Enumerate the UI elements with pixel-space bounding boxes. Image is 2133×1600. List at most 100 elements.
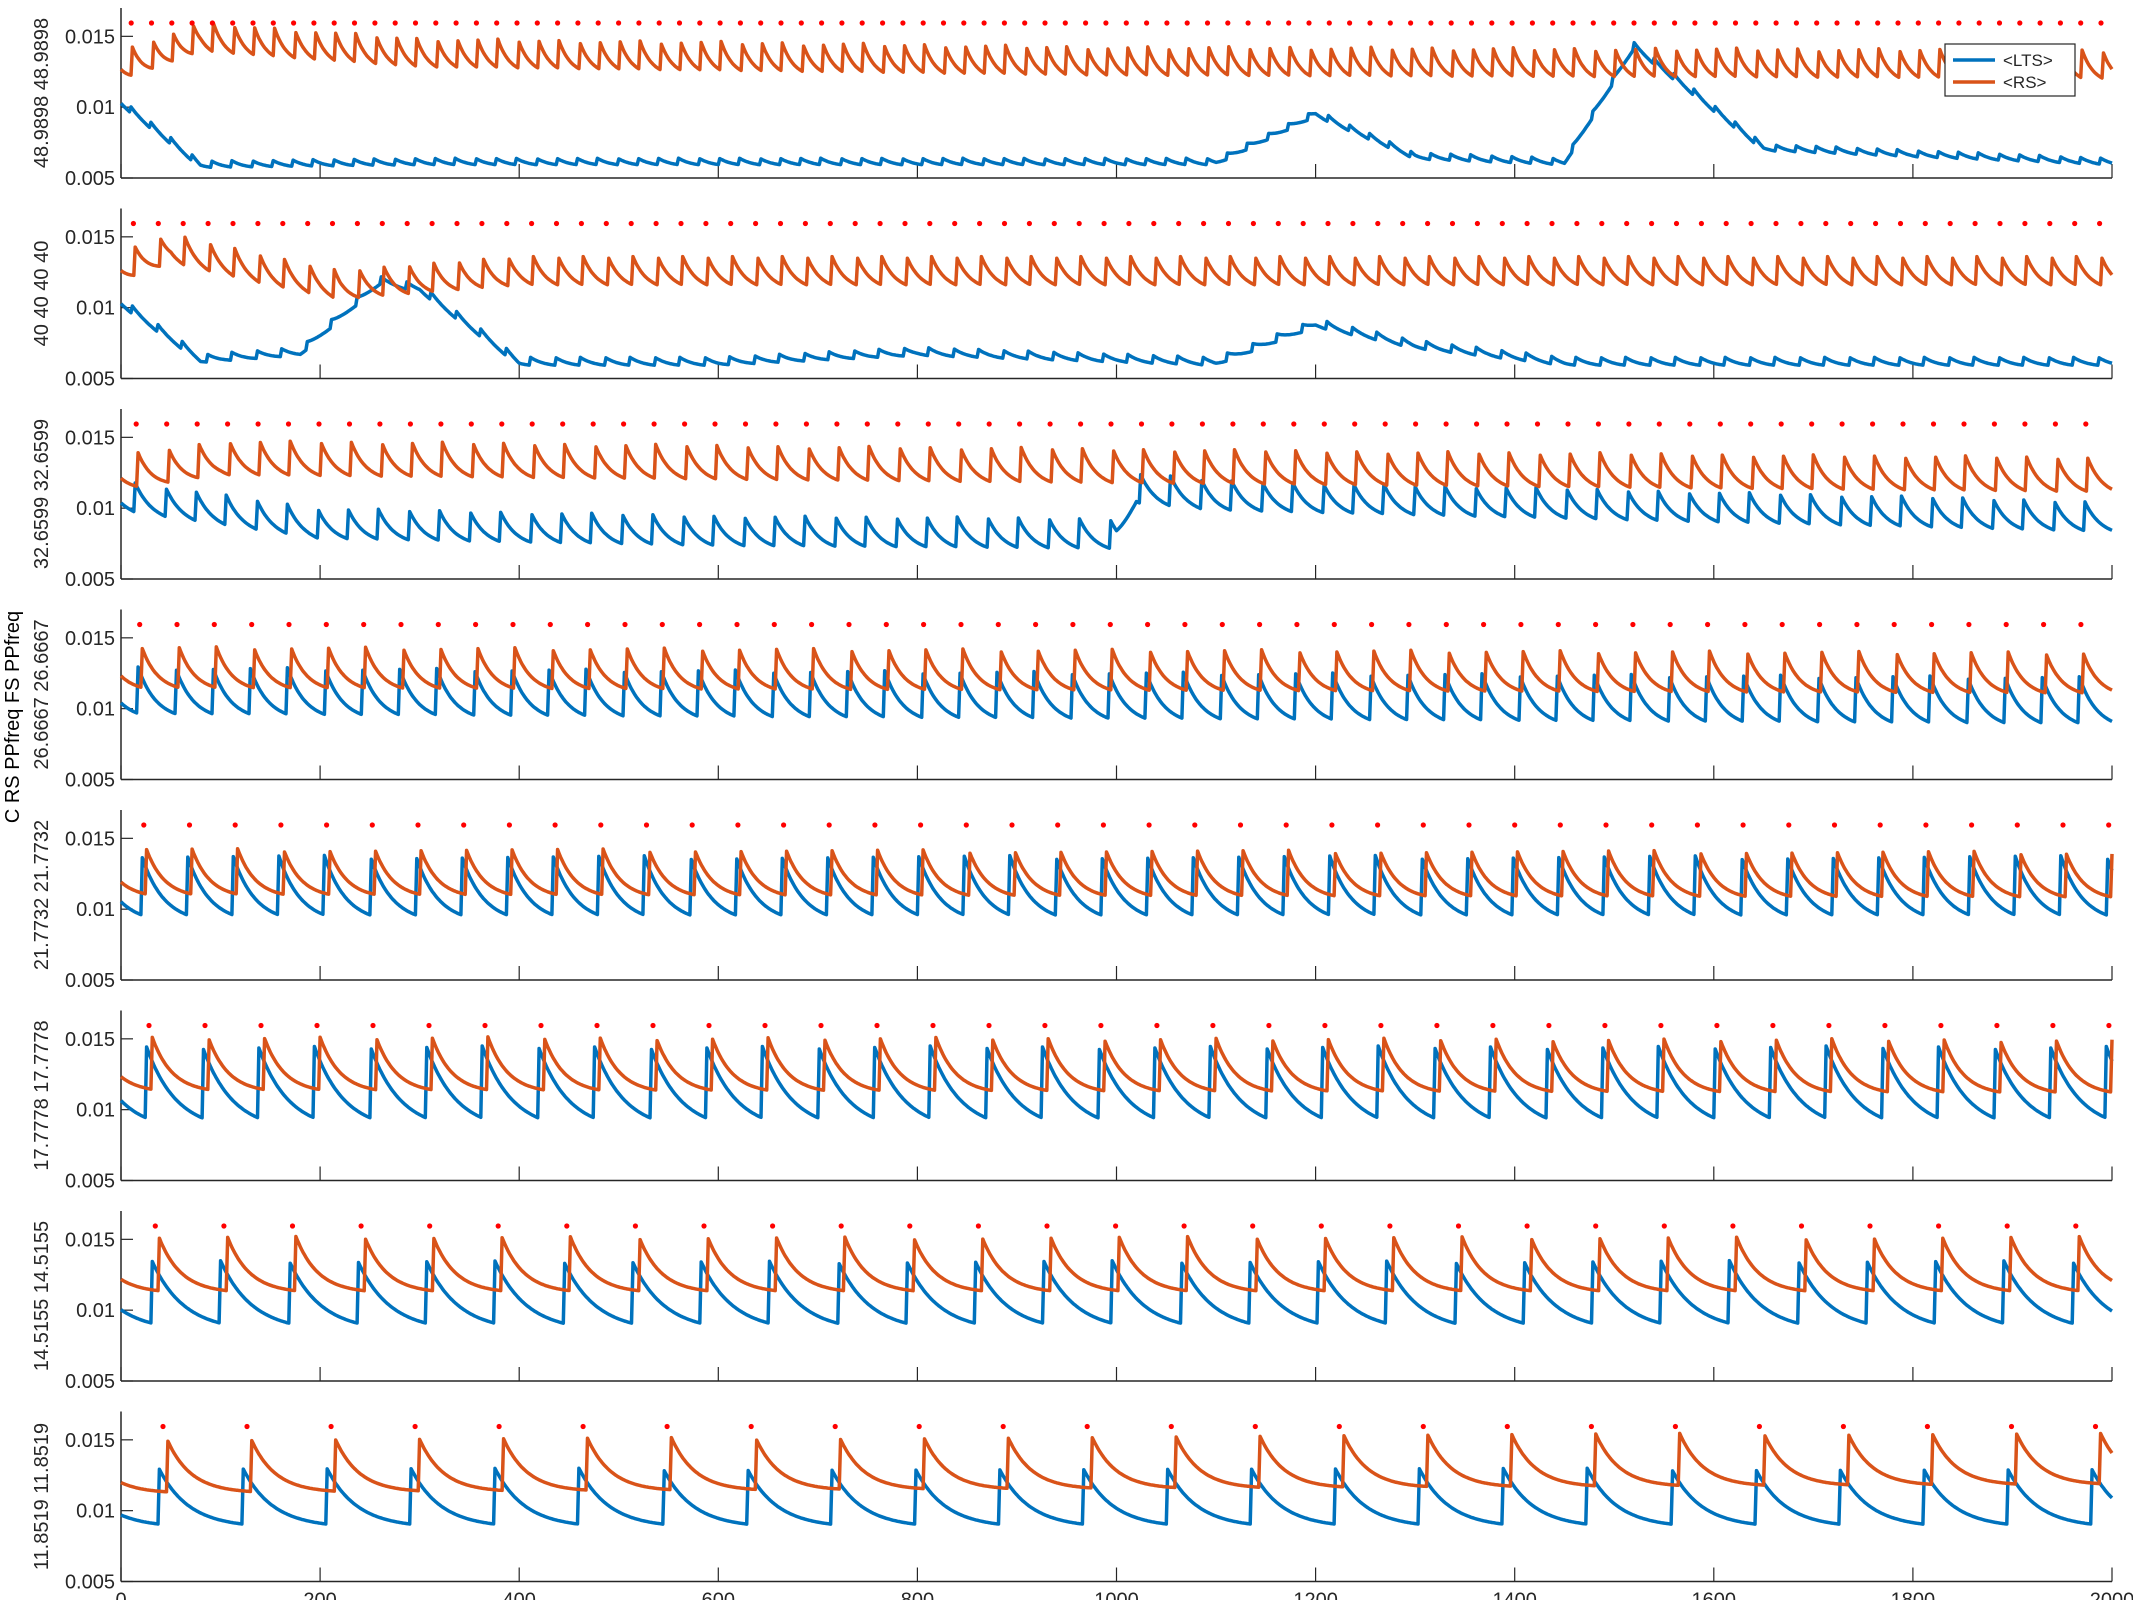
pulse-marker (1574, 220, 1580, 227)
pulse-marker (180, 220, 186, 227)
pulse-marker (2098, 20, 2104, 26)
pulse-marker (1192, 822, 1198, 828)
pulse-marker (415, 822, 421, 828)
pulse-markers (152, 1223, 2079, 1229)
pulse-marker (963, 822, 969, 828)
pulse-marker (1773, 20, 1779, 26)
series-line-rs (119, 235, 2114, 300)
pulse-marker (1930, 421, 1937, 427)
legend-box (1944, 43, 2076, 97)
pulse-marker (1915, 20, 1921, 26)
pulse-marker (1260, 421, 1266, 427)
pulse-marker (250, 20, 256, 26)
y-tick-label: 0.01 (76, 97, 115, 119)
pulse-marker (1891, 621, 1897, 628)
pulse-marker (494, 20, 500, 26)
pulse-marker (802, 220, 809, 227)
pulse-marker (133, 421, 139, 427)
pulse-marker (2073, 1223, 2079, 1229)
pulse-marker (230, 20, 236, 26)
pulse-marker (1481, 621, 1487, 628)
y-tick-label: 0.01 (76, 1501, 115, 1523)
pulse-marker (278, 822, 284, 828)
pulse-marker (351, 20, 358, 26)
pulse-marker (499, 421, 505, 427)
pulse-marker (762, 1022, 768, 1029)
pulse-marker (435, 621, 441, 628)
pulse-marker (1504, 1423, 1510, 1430)
pulse-marker (907, 1223, 913, 1229)
y-tick-label: 0.015 (65, 1029, 115, 1051)
pulse-marker (1651, 20, 1657, 26)
y-tick-label: 0.01 (76, 498, 115, 520)
pulse-marker (2050, 1022, 2056, 1029)
pulse-marker (651, 421, 657, 427)
pulse-marker (1387, 20, 1393, 26)
y-tick-label: 0.015 (65, 26, 115, 48)
y-tick-label: 0.015 (65, 628, 115, 650)
pulse-marker (354, 220, 360, 227)
pulse-marker (598, 822, 604, 828)
pulse-marker (902, 220, 908, 227)
pulse-marker (1779, 621, 1785, 628)
pulse-marker (2004, 1223, 2010, 1229)
pulse-marker (1250, 1223, 1256, 1229)
pulse-marker (1184, 20, 1190, 26)
pulse-marker (1103, 20, 1109, 26)
pulse-marker (1306, 20, 1312, 26)
x-tick-label: 1000 (1094, 1590, 1139, 1600)
panel-ylabel: 48.9898 48.9898 (31, 18, 53, 168)
panel-1: 0.005 0.01 0.015 48.9898 48.9898 (31, 8, 2114, 190)
pulse-marker (1468, 20, 1475, 26)
pulse-marker (1870, 421, 1876, 427)
pulse-marker (1489, 20, 1495, 26)
pulse-marker (1237, 822, 1244, 828)
pulse-marker (632, 1223, 639, 1229)
pulse-marker (1443, 421, 1449, 427)
pulse-marker (643, 822, 650, 828)
pulse-markers (128, 20, 2104, 26)
pulse-marker (1044, 1223, 1050, 1229)
pulse-marker (1266, 1022, 1272, 1029)
pulse-marker (832, 1423, 838, 1430)
pulse-marker (1367, 20, 1373, 26)
pulse-marker (838, 1223, 844, 1229)
pulse-marker (846, 621, 852, 628)
y-tick-label: 0.005 (65, 168, 115, 190)
y-tick-label: 0.005 (65, 1572, 115, 1594)
pulse-marker (664, 1423, 670, 1430)
pulse-marker (742, 421, 749, 427)
pulse-marker (1448, 20, 1454, 26)
pulse-marker (1854, 621, 1860, 628)
pulse-marker (454, 220, 460, 227)
pulse-marker (1555, 621, 1561, 628)
pulse-marker (249, 621, 255, 628)
pulse-marker (2106, 822, 2112, 828)
pulse-marker (1425, 220, 1431, 227)
pulse-marker (758, 20, 764, 26)
pulse-marker (1225, 20, 1231, 26)
pulse-marker (141, 822, 147, 828)
pulse-marker (1300, 220, 1306, 227)
pulse-markers (133, 421, 2089, 427)
pulse-marker (1321, 421, 1327, 427)
pulse-marker (1466, 822, 1472, 828)
pulse-marker (1168, 1423, 1174, 1430)
pulse-marker (1107, 621, 1113, 628)
pulse-marker (202, 1022, 208, 1029)
pulse-marker (1275, 220, 1281, 227)
pulse-marker (280, 220, 286, 227)
pulse-marker (1630, 621, 1636, 628)
pulse-marker (717, 20, 723, 26)
pulse-marker (859, 20, 865, 26)
pulse-marker (1557, 822, 1563, 828)
pulse-marker (1210, 1022, 1216, 1029)
y-tick-label: 0.005 (65, 1171, 115, 1193)
pulse-marker (1076, 220, 1082, 227)
pulse-marker (514, 20, 520, 26)
pulse-marker (1875, 20, 1881, 26)
pulse-marker (1176, 220, 1182, 227)
pulse-marker (1936, 20, 1942, 26)
pulse-marker (329, 220, 336, 227)
